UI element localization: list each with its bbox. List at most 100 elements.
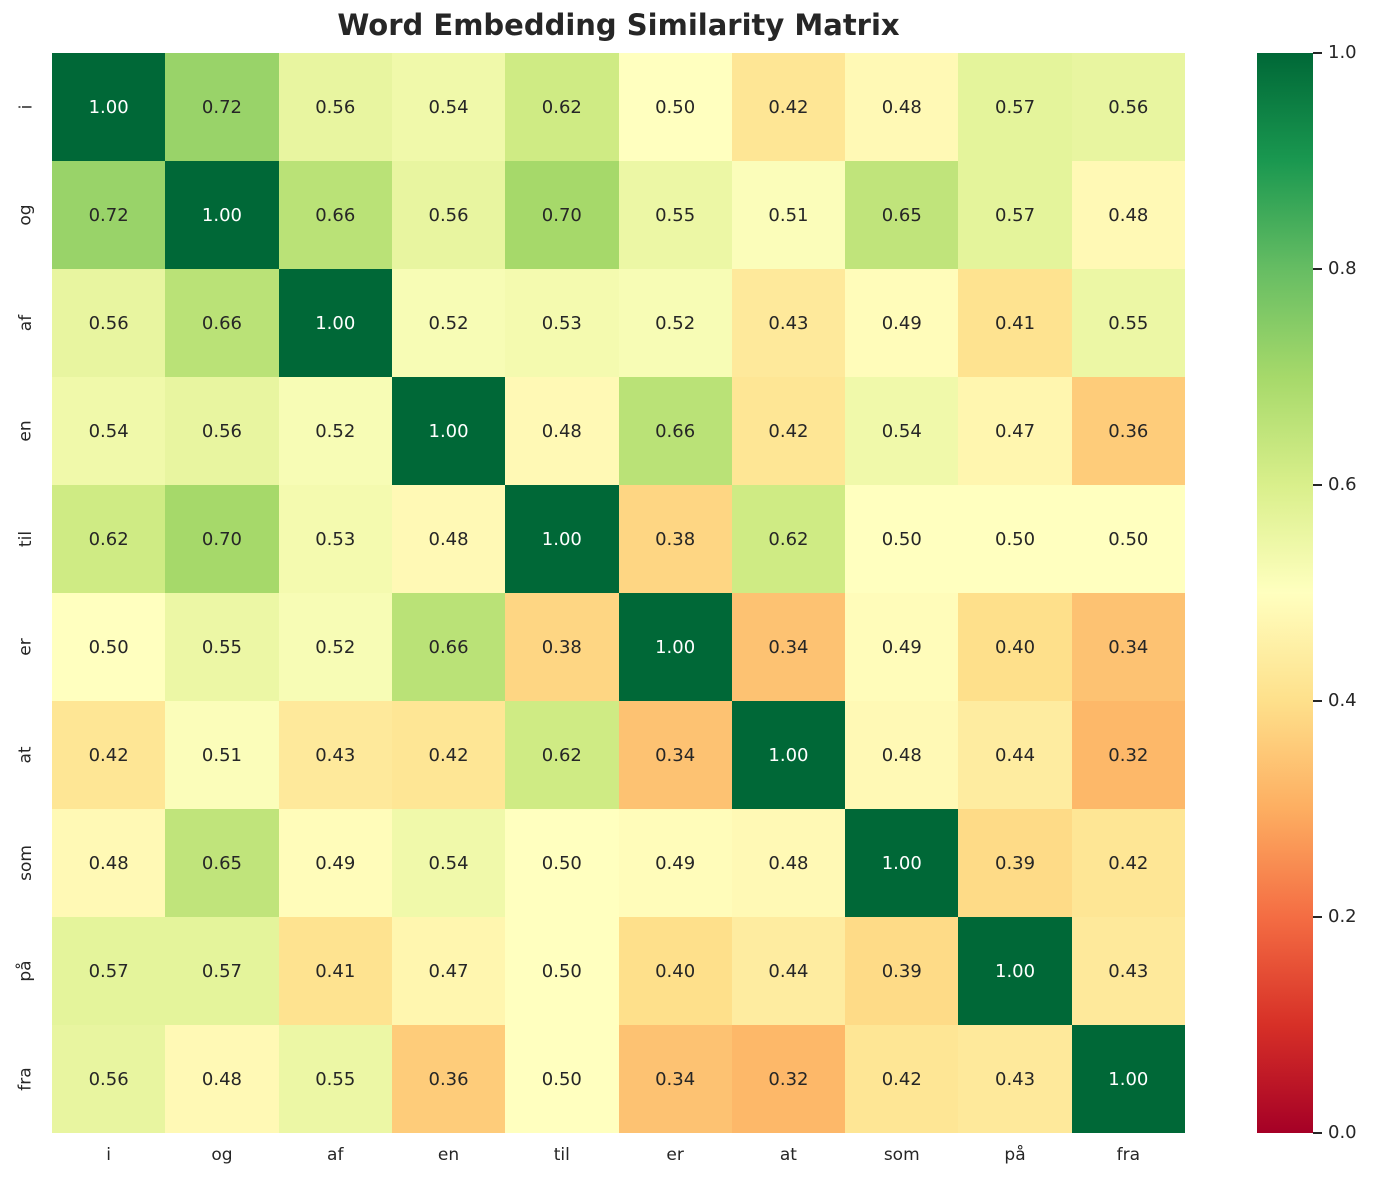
cell-value: 1.00: [315, 312, 356, 334]
heatmap-cell: 0.56: [391, 161, 506, 269]
heatmap-cell: 0.44: [731, 917, 846, 1025]
heatmap-cell: 0.66: [278, 161, 392, 269]
heatmap-cell: 0.54: [52, 377, 166, 485]
heatmap-cell: 0.47: [391, 917, 506, 1025]
cell-value: 0.34: [655, 1068, 696, 1090]
colorbar-tick-label: 1.0: [1328, 42, 1357, 63]
heatmap-cell: 0.50: [52, 593, 166, 701]
cell-value: 0.66: [428, 636, 469, 658]
y-axis-label: at: [8, 701, 44, 809]
heatmap-cell: 0.62: [505, 53, 619, 161]
cell-value: 0.49: [655, 852, 696, 874]
cell-value: 1.00: [541, 528, 582, 550]
heatmap-cell: 0.49: [618, 809, 732, 917]
x-axis-label: at: [779, 1145, 797, 1165]
heatmap-cell: 0.52: [618, 269, 732, 377]
cell-value: 0.32: [1108, 744, 1149, 766]
heatmap-cell: 0.40: [958, 593, 1072, 701]
cell-value: 0.51: [201, 744, 242, 766]
heatmap-cell: 0.32: [731, 1025, 846, 1133]
cell-value: 0.57: [995, 204, 1036, 226]
colorbar-tick: [1313, 916, 1322, 918]
x-axis-label: fra: [1116, 1145, 1141, 1165]
heatmap-cell: 0.72: [165, 53, 279, 161]
y-axis-label: og: [8, 161, 44, 269]
cell-value: 0.62: [541, 744, 582, 766]
colorbar-tick: [1313, 268, 1322, 270]
heatmap-cell: 0.52: [278, 377, 392, 485]
cell-value: 0.72: [88, 204, 129, 226]
heatmap-cell: 0.56: [165, 377, 279, 485]
heatmap-cell: 0.52: [391, 269, 506, 377]
heatmap-cell: 0.57: [165, 917, 279, 1025]
cell-value: 1.00: [1108, 1068, 1149, 1090]
heatmap-cell: 0.57: [958, 161, 1072, 269]
cell-value: 0.51: [768, 204, 809, 226]
cell-value: 0.48: [88, 852, 129, 874]
heatmap-cell: 1.00: [731, 701, 846, 809]
heatmap-cell: 0.40: [618, 917, 732, 1025]
cell-value: 0.53: [315, 528, 356, 550]
cell-value: 0.56: [201, 420, 242, 442]
cell-value: 0.54: [428, 96, 469, 118]
heatmap-cell: 0.50: [505, 917, 619, 1025]
heatmap-cell: 0.56: [52, 269, 166, 377]
heatmap-cell: 0.47: [958, 377, 1072, 485]
colorbar-tick-label: 0.4: [1328, 690, 1357, 711]
heatmap-cell: 0.34: [618, 1025, 732, 1133]
heatmap-cell: 0.56: [52, 1025, 166, 1133]
heatmap-cell: 0.55: [618, 161, 732, 269]
cell-value: 0.57: [201, 960, 242, 982]
x-axis-label: og: [211, 1145, 233, 1165]
heatmap-cell: 0.42: [1071, 809, 1185, 917]
cell-value: 1.00: [201, 204, 242, 226]
cell-value: 0.47: [428, 960, 469, 982]
heatmap-cell: 0.39: [958, 809, 1072, 917]
heatmap-cell: 0.72: [52, 161, 166, 269]
y-axis-label: til: [8, 485, 44, 593]
y-axis-label-text: som: [15, 845, 36, 881]
cell-value: 0.50: [541, 852, 582, 874]
cell-value: 0.53: [541, 312, 582, 334]
colorbar-tick-label: 0.8: [1328, 258, 1357, 279]
cell-value: 0.56: [1108, 96, 1149, 118]
y-axis-label: er: [8, 593, 44, 701]
cell-value: 0.52: [428, 312, 469, 334]
heatmap-cell: 0.50: [618, 53, 732, 161]
heatmap-cell: 0.55: [165, 593, 279, 701]
heatmap-cell: 0.62: [731, 485, 846, 593]
cell-value: 0.48: [768, 852, 809, 874]
cell-value: 0.50: [541, 960, 582, 982]
heatmap-cell: 1.00: [165, 161, 279, 269]
heatmap-cell: 0.34: [618, 701, 732, 809]
heatmap-cell: 0.66: [165, 269, 279, 377]
heatmap-cell: 0.62: [52, 485, 166, 593]
y-axis-label: af: [8, 269, 44, 377]
cell-value: 0.65: [881, 204, 922, 226]
y-axis-label: fra: [8, 1025, 44, 1133]
heatmap-cell: 0.48: [731, 809, 846, 917]
cell-value: 0.50: [541, 1068, 582, 1090]
heatmap-cell: 0.32: [1071, 701, 1185, 809]
x-axis-label: til: [553, 1145, 570, 1165]
cell-value: 0.42: [881, 1068, 922, 1090]
heatmap-cell: 0.42: [845, 1025, 959, 1133]
heatmap-cell: 0.57: [958, 53, 1072, 161]
heatmap-cell: 0.66: [618, 377, 732, 485]
colorbar-tick: [1313, 52, 1322, 54]
cell-value: 0.52: [315, 636, 356, 658]
heatmap-cell: 0.57: [52, 917, 166, 1025]
colorbar-tick-label: 0.0: [1328, 1122, 1357, 1143]
y-axis-label-text: en: [15, 420, 36, 442]
cell-value: 0.50: [655, 96, 696, 118]
heatmap-cell: 0.36: [1071, 377, 1185, 485]
x-axis-label: på: [1004, 1145, 1026, 1165]
heatmap-cell: 0.48: [1071, 161, 1185, 269]
y-axis-label-text: er: [15, 638, 36, 656]
cell-value: 0.57: [995, 96, 1036, 118]
cell-value: 0.50: [995, 528, 1036, 550]
cell-value: 1.00: [995, 960, 1036, 982]
heatmap-cell: 1.00: [618, 593, 732, 701]
y-axis-label-text: af: [16, 314, 36, 332]
